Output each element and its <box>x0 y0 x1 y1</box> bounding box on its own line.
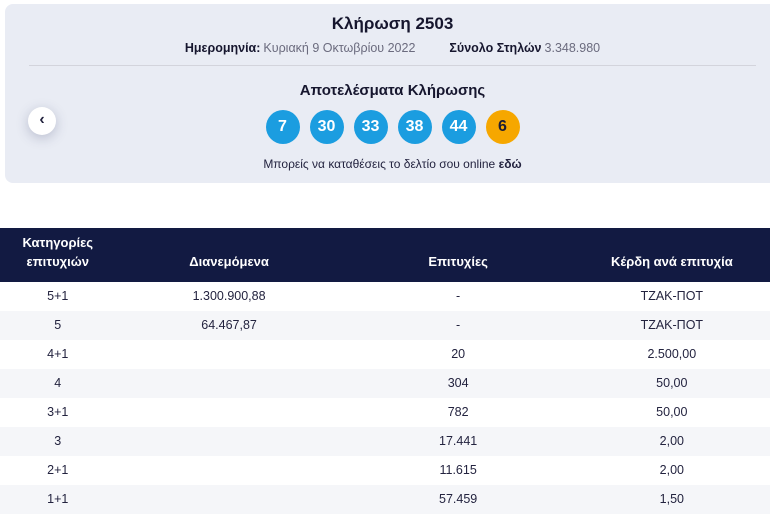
category-cell: 3 <box>54 434 62 449</box>
cta-message: Μπορείς να καταθέσεις το δελτίο σου onli… <box>263 157 496 171</box>
distributed-cell <box>116 456 343 485</box>
wins-cell: - <box>456 289 461 304</box>
cta-row: Μπορείς να καταθέσεις το δελτίο σου onli… <box>5 157 770 171</box>
col-header-distributed: Διανεμόμενα <box>115 228 343 282</box>
distributed-cell <box>116 369 343 398</box>
cta-link[interactable]: εδώ <box>498 157 522 171</box>
table-row: 4 304 50,00 <box>0 368 770 398</box>
winning-numbers: 7 30 33 38 44 6 <box>5 110 770 144</box>
prize-cell: 50,00 <box>656 376 688 391</box>
wins-cell: 304 <box>447 376 469 391</box>
distributed-cell: 1.300.900,88 <box>192 289 266 304</box>
category-cell: 5+1 <box>47 289 69 304</box>
wins-cell: 17.441 <box>439 434 478 449</box>
winning-number-ball: 44 <box>441 110 476 144</box>
draw-header: Κλήρωση 2503 Ημερομηνία: Κυριακή 9 Οκτωβρ… <box>5 4 770 55</box>
distributed-cell <box>116 427 343 456</box>
winning-number-ball: 38 <box>397 110 432 144</box>
table-row: 2+1 11.615 2,00 <box>0 456 770 485</box>
table-row: 4+1 20 2.500,00 <box>0 340 770 369</box>
prize-cell: 2,00 <box>659 463 684 478</box>
category-cell: 1+1 <box>47 492 69 507</box>
results-title: Αποτελέσματα Κλήρωσης <box>299 82 486 99</box>
winning-number-ball: 30 <box>309 110 344 144</box>
bonus-number-ball: 6 <box>485 110 520 144</box>
prize-cell: ΤΖΑΚ-ΠΟΤ <box>640 318 704 333</box>
draw-info-panel: Κλήρωση 2503 Ημερομηνία: Κυριακή 9 Οκτωβρ… <box>5 4 770 183</box>
total-columns-value: 3.348.980 <box>544 41 601 55</box>
winning-number-ball: 33 <box>353 110 388 144</box>
table-row: 1+1 57.459 1,50 <box>0 484 770 514</box>
chevron-left-icon: ‹ <box>39 111 45 128</box>
date-label: Ημερομηνία: <box>184 41 261 55</box>
prize-table: Κατηγορίες επιτυχιών Διανεμόμενα Επιτυχί… <box>0 228 770 514</box>
prize-cell: 2.500,00 <box>647 347 697 362</box>
prize-table-header-row: Κατηγορίες επιτυχιών Διανεμόμενα Επιτυχί… <box>0 228 770 282</box>
date-value: Κυριακή 9 Οκτωβρίου 2022 <box>263 41 416 55</box>
table-row: 5 64.467,87 - ΤΖΑΚ-ΠΟΤ <box>0 310 770 340</box>
distributed-cell <box>116 485 343 514</box>
distributed-cell <box>116 398 343 427</box>
category-cell: 3+1 <box>47 405 69 420</box>
total-columns: Σύνολο Στηλών 3.348.980 <box>449 41 600 55</box>
draw-results-section: Αποτελέσματα Κλήρωσης 7 30 33 38 44 6 Μπορείς… <box>5 82 770 171</box>
wins-cell: - <box>456 318 461 333</box>
distributed-cell: 64.467,87 <box>201 318 257 333</box>
distributed-cell <box>116 340 343 369</box>
category-cell: 5 <box>54 318 62 333</box>
wins-cell: 57.459 <box>439 492 478 507</box>
winning-number-ball: 7 <box>265 110 300 144</box>
category-cell: 2+1 <box>47 463 69 478</box>
col-header-categories: Κατηγορίες επιτυχιών <box>0 228 116 282</box>
category-cell: 4+1 <box>47 347 69 362</box>
total-columns-label: Σύνολο Στηλών <box>449 41 542 55</box>
wins-cell: 11.615 <box>439 463 477 478</box>
table-row: 3+1 782 50,00 <box>0 398 770 427</box>
prize-cell: 2,00 <box>659 434 684 449</box>
previous-draw-button[interactable]: ‹ <box>28 107 56 135</box>
table-row: 3 17.441 2,00 <box>0 426 770 456</box>
draw-meta: Ημερομηνία: Κυριακή 9 Οκτωβρίου 2022 Σύνο… <box>5 41 770 55</box>
wins-cell: 782 <box>447 405 469 420</box>
category-cell: 4 <box>54 376 62 391</box>
draw-date: Ημερομηνία: Κυριακή 9 Οκτωβρίου 2022 <box>185 41 416 55</box>
wins-cell: 20 <box>451 347 466 362</box>
prize-cell: ΤΖΑΚ-ΠΟΤ <box>640 289 704 304</box>
draw-results-page: Κλήρωση 2503 Ημερομηνία: Κυριακή 9 Οκτωβρ… <box>0 4 770 514</box>
draw-title: Κλήρωση 2503 <box>331 14 454 33</box>
prize-cell: 50,00 <box>656 405 688 420</box>
col-header-prize: Κέρδη ανά επιτυχία <box>573 228 770 282</box>
table-row: 5+1 1.300.900,88 - ΤΖΑΚ-ΠΟΤ <box>0 282 770 311</box>
prize-cell: 1,50 <box>659 492 684 507</box>
header-divider <box>29 65 756 66</box>
col-header-wins: Επιτυχίες <box>342 228 574 282</box>
